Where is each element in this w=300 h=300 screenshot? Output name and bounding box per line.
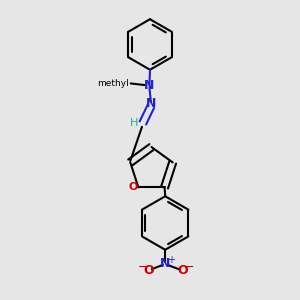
Text: O: O <box>128 182 138 192</box>
Text: +: + <box>167 255 175 265</box>
Text: −: − <box>138 261 148 274</box>
Text: O: O <box>143 264 154 277</box>
Text: N: N <box>160 256 171 270</box>
Text: methyl: methyl <box>97 79 129 88</box>
Text: O: O <box>177 264 188 277</box>
Text: −: − <box>184 261 194 274</box>
Text: H: H <box>130 118 138 128</box>
Text: N: N <box>146 98 156 110</box>
Text: N: N <box>144 79 154 92</box>
